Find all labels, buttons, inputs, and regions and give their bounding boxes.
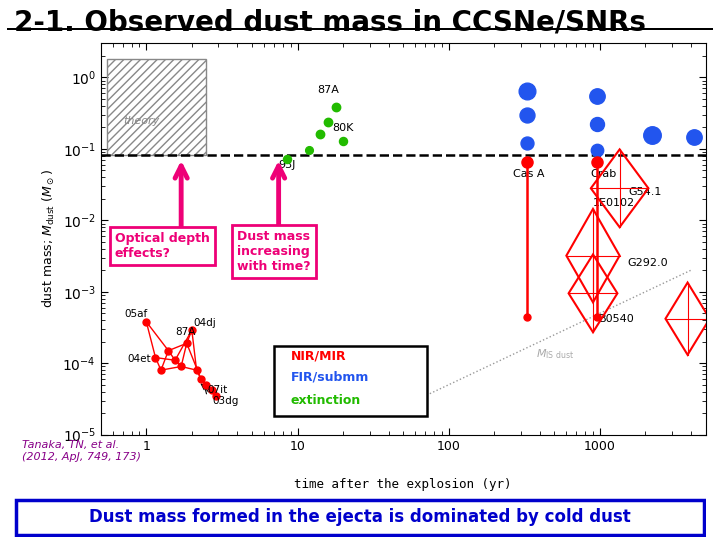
Text: Dust mass formed in the ejecta is dominated by cold dust: Dust mass formed in the ejecta is domina… <box>89 508 631 526</box>
Text: Tanaka, TN, et al.
(2012, ApJ, 749, 173): Tanaka, TN, et al. (2012, ApJ, 749, 173) <box>22 440 140 462</box>
Text: Dust mass
increasing
with time?: Dust mass increasing with time? <box>238 231 311 273</box>
Text: NIR/MIR: NIR/MIR <box>291 350 346 363</box>
Text: 2-1. Observed dust mass in CCSNe/SNRs: 2-1. Observed dust mass in CCSNe/SNRs <box>14 8 647 36</box>
Text: G54.1: G54.1 <box>629 187 662 197</box>
Text: Crab: Crab <box>591 169 617 179</box>
Text: 05af: 05af <box>125 308 148 319</box>
Text: 07it: 07it <box>208 385 228 395</box>
Text: 1E0102: 1E0102 <box>593 198 635 208</box>
Text: 03dg: 03dg <box>212 396 239 406</box>
Text: Cas A: Cas A <box>513 169 544 179</box>
Text: G292.0: G292.0 <box>627 258 668 268</box>
Bar <box>107 59 207 154</box>
Text: 87A: 87A <box>175 327 195 337</box>
Text: time after the explosion (yr): time after the explosion (yr) <box>294 478 512 491</box>
Text: 80K: 80K <box>333 124 354 133</box>
Text: $M_{\rm IS\ dust}$: $M_{\rm IS\ dust}$ <box>536 348 575 361</box>
Text: 04et: 04et <box>127 354 151 364</box>
Text: B0540: B0540 <box>599 314 635 324</box>
Text: extinction: extinction <box>291 394 361 407</box>
Text: 04dj: 04dj <box>194 318 216 328</box>
Text: 93J: 93J <box>279 160 296 171</box>
Text: FIR/submm: FIR/submm <box>291 370 369 383</box>
Text: Optical depth
effects?: Optical depth effects? <box>115 232 210 260</box>
Y-axis label: dust mass; $M_{\rm dust}$ ($M_\odot$): dust mass; $M_{\rm dust}$ ($M_\odot$) <box>41 170 57 308</box>
Text: theory: theory <box>123 116 159 126</box>
Bar <box>274 346 427 416</box>
Text: 87A: 87A <box>318 85 339 95</box>
